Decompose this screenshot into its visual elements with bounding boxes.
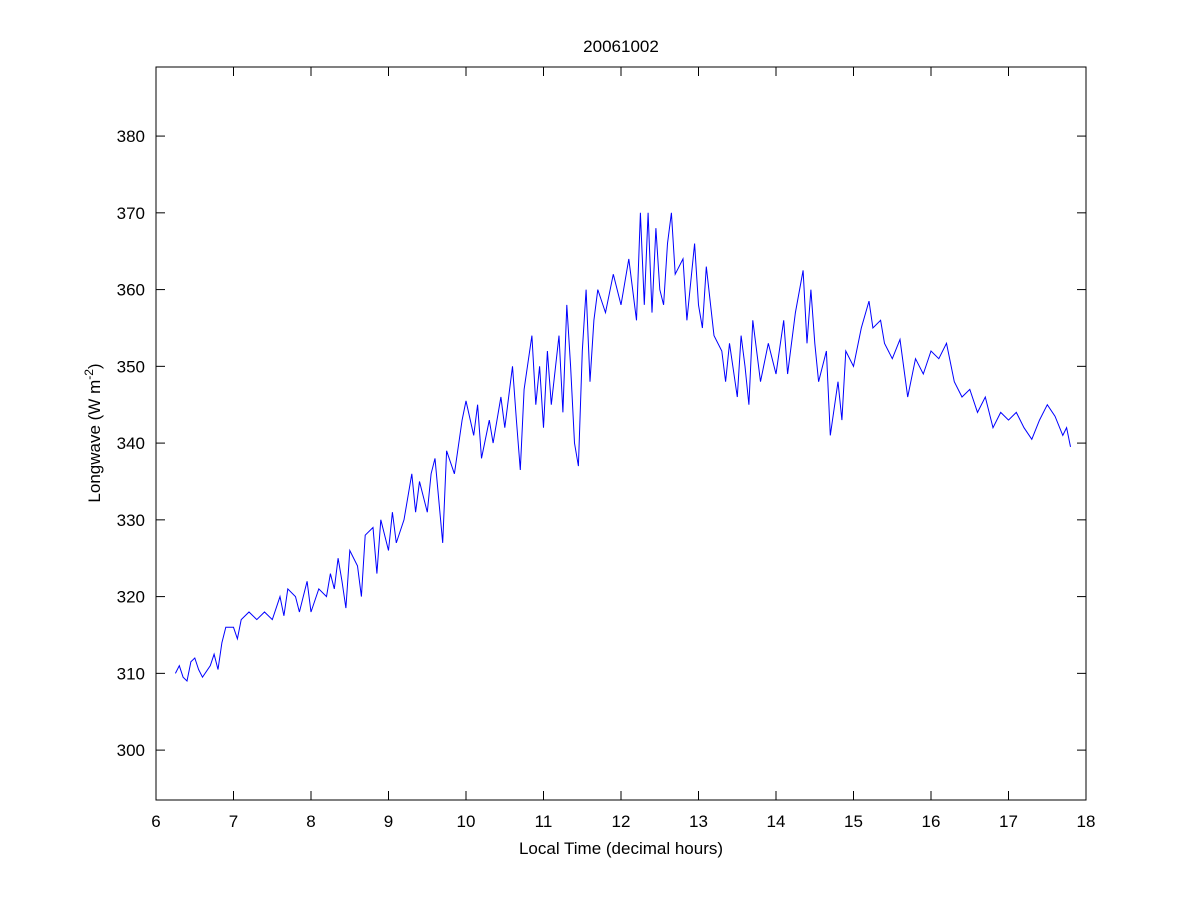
x-axis-label: Local Time (decimal hours) <box>519 839 723 858</box>
y-axis-label-main: Longwave (W m <box>85 380 104 503</box>
x-tick-label: 14 <box>767 812 786 831</box>
y-axis-label-close: ) <box>85 363 104 369</box>
axis-ticks: 6 7 8 9 10 11 12 13 14 15 16 17 18 300 310 320 330 340 350… <box>117 67 1096 831</box>
chart-title: 20061002 <box>583 37 659 56</box>
y-tick-label: 380 <box>117 127 145 146</box>
y-tick-label: 330 <box>117 511 145 530</box>
y-tick-label: 350 <box>117 357 145 376</box>
y-axis-label: Longwave (W m-2) <box>82 363 104 502</box>
x-tick-label: 13 <box>689 812 708 831</box>
x-tick-label: 17 <box>999 812 1018 831</box>
series-line-longwave <box>174 212 1071 682</box>
y-tick-label: 300 <box>117 741 145 760</box>
y-tick-label: 370 <box>117 204 145 223</box>
x-tick-label: 16 <box>922 812 941 831</box>
plot-area-frame <box>155 66 1087 801</box>
y-axis-label-exponent: -2 <box>82 369 96 380</box>
x-tick-label: 9 <box>384 812 393 831</box>
x-tick-label: 12 <box>612 812 631 831</box>
x-tick-label: 7 <box>229 812 238 831</box>
x-tick-label: 6 <box>151 812 160 831</box>
y-tick-label: 340 <box>117 434 145 453</box>
x-tick-label: 18 <box>1077 812 1096 831</box>
x-tick-label: 11 <box>535 812 553 831</box>
x-tick-label: 15 <box>844 812 863 831</box>
x-tick-label: 10 <box>457 812 476 831</box>
y-tick-label: 320 <box>117 588 145 607</box>
x-tick-label: 8 <box>306 812 315 831</box>
y-tick-label: 310 <box>117 664 145 683</box>
y-tick-label: 360 <box>117 281 145 300</box>
